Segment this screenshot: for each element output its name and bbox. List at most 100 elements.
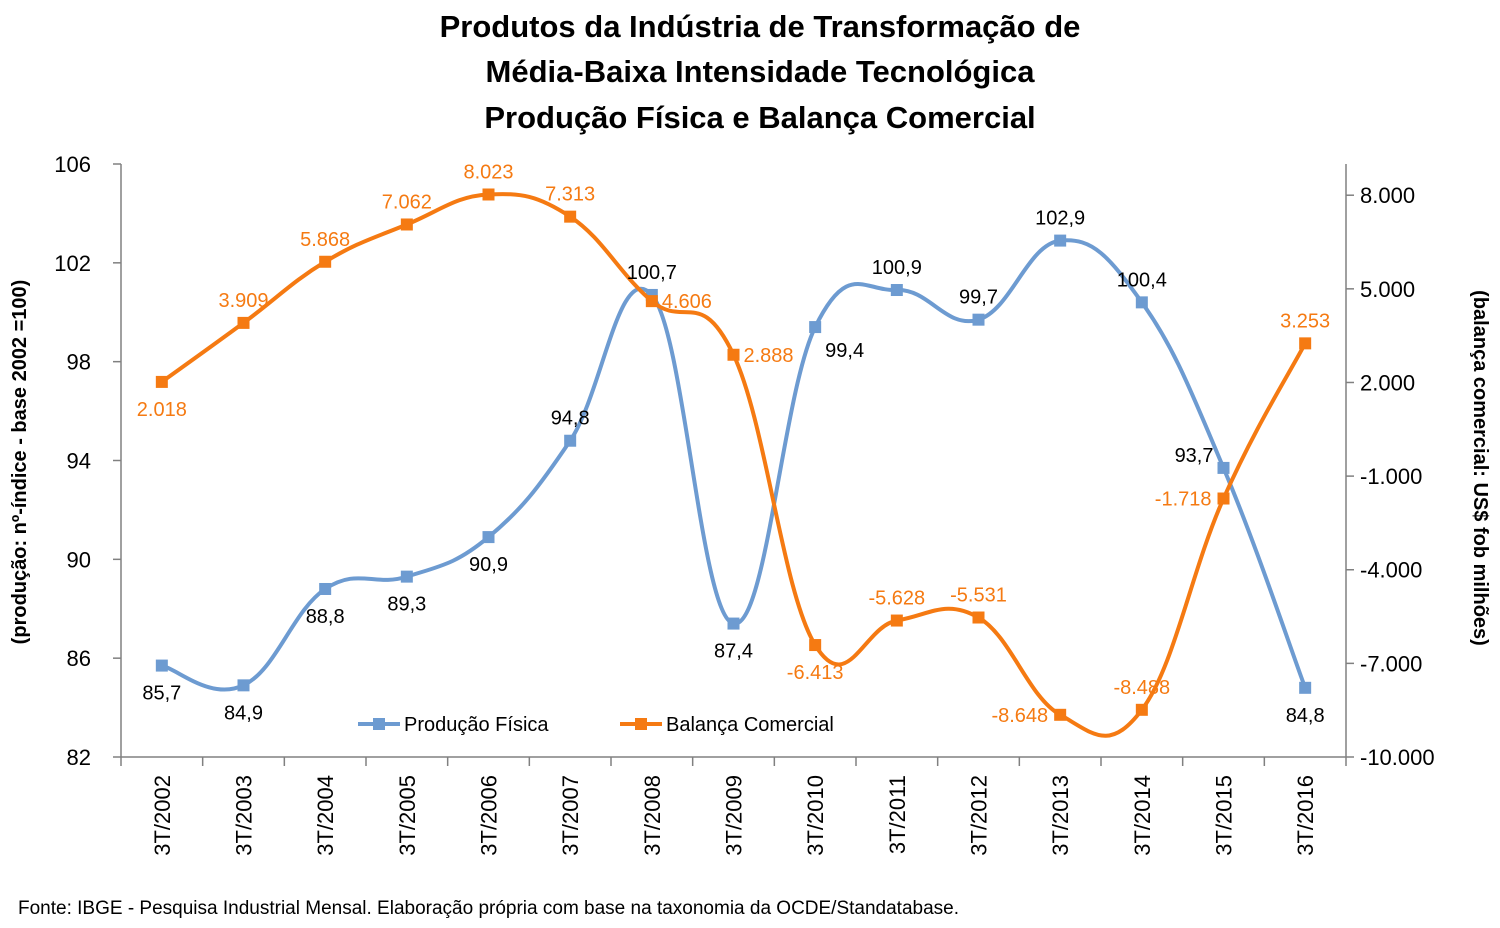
- data-label-balanca: -5.628: [868, 588, 925, 610]
- y-left-tick-label: 98: [67, 350, 91, 375]
- chart-title-line-1: Produtos da Indústria de Transformação d…: [440, 9, 1081, 44]
- marker-producao: [890, 284, 903, 297]
- data-label-balanca: -8.488: [1113, 677, 1170, 699]
- legend-label-producao: Produção Física: [404, 714, 549, 736]
- x-tick-label: 3T/2004: [313, 775, 338, 856]
- data-label-producao: 90,9: [469, 554, 508, 576]
- axes: 82 86 90 94 98 102 106 -10.000 -7.000 -4.000 -1.00…: [54, 152, 1434, 856]
- marker-balanca: [1217, 492, 1230, 505]
- data-label-producao: 88,8: [306, 606, 345, 628]
- marker-balanca: [809, 639, 822, 652]
- marker-balanca: [727, 348, 740, 361]
- marker-balanca: [1135, 703, 1148, 716]
- y-right-tick-label: 2.000: [1360, 370, 1415, 395]
- y-right-tick-label: 5.000: [1360, 277, 1415, 302]
- x-tick-label: 3T/2014: [1130, 775, 1155, 856]
- data-label-balanca: 2.888: [744, 345, 794, 367]
- data-label-producao: 99,4: [825, 340, 864, 362]
- marker-balanca: [1054, 708, 1067, 721]
- x-tick-label: 3T/2008: [640, 775, 665, 856]
- x-tick-label: 3T/2010: [803, 775, 828, 856]
- data-label-producao: 100,9: [872, 257, 922, 279]
- data-label-balanca: 4.606: [662, 291, 712, 313]
- x-tick-label: 3T/2003: [232, 775, 257, 856]
- y-left-tick-label: 94: [67, 449, 91, 474]
- x-tick-label: 3T/2009: [722, 775, 747, 856]
- marker-balanca: [564, 210, 577, 223]
- marker-balanca: [972, 611, 985, 624]
- data-label-producao: 89,3: [387, 594, 426, 616]
- x-tick-label: 3T/2015: [1212, 775, 1237, 856]
- data-label-balanca: 3.909: [218, 290, 268, 312]
- marker-balanca: [645, 295, 658, 308]
- x-tick-label: 3T/2007: [558, 775, 583, 856]
- data-label-producao: 102,9: [1035, 208, 1085, 230]
- marker-balanca: [237, 316, 250, 329]
- legend-label-balanca: Balança Comercial: [666, 714, 834, 736]
- marker-producao: [1054, 234, 1067, 247]
- marker-balanca: [482, 188, 495, 201]
- data-label-balanca: 5.868: [300, 229, 350, 251]
- data-label-producao: 99,7: [959, 287, 998, 309]
- data-labels-layer: 85,7 84,9 88,8 89,3 90,9 94,8 100,7 87,4 99,4 100…: [137, 161, 1330, 726]
- data-label-producao: 87,4: [714, 641, 753, 663]
- data-label-balanca: -1.718: [1155, 489, 1212, 511]
- series-layer: [155, 188, 1312, 738]
- marker-balanca: [319, 255, 332, 268]
- y-right-tick-label: 8.000: [1360, 183, 1415, 208]
- x-tick-label: 3T/2013: [1048, 775, 1073, 856]
- data-label-balanca: 8.023: [463, 161, 513, 183]
- marker-producao: [1135, 296, 1148, 309]
- data-label-producao: 93,7: [1175, 445, 1214, 467]
- y-axis-left-title: (produção: nº-índice - base 2002 =100): [9, 280, 31, 645]
- y-left-tick-label: 102: [54, 251, 91, 276]
- y-right-tick-label: -7.000: [1360, 651, 1422, 676]
- marker-producao: [1299, 681, 1312, 694]
- data-label-producao: 100,7: [627, 262, 677, 284]
- data-label-balanca: -5.531: [950, 585, 1007, 607]
- y-left-tick-label: 82: [67, 745, 91, 770]
- data-label-producao: 84,9: [224, 702, 263, 724]
- chart-title-line-2: Média-Baixa Intensidade Tecnológica: [486, 54, 1036, 89]
- marker-producao: [155, 659, 168, 672]
- data-label-balanca: 2.018: [137, 399, 187, 421]
- y-right-tick-label: -10.000: [1360, 745, 1435, 770]
- x-tick-label: 3T/2005: [395, 775, 420, 856]
- y-right-tick-label: -4.000: [1360, 558, 1422, 583]
- y-left-tick-label: 90: [67, 547, 91, 572]
- legend-marker-balanca: [635, 718, 647, 730]
- marker-balanca: [890, 614, 903, 627]
- marker-producao: [237, 679, 250, 692]
- marker-producao: [482, 531, 495, 544]
- data-label-balanca: -6.413: [787, 662, 844, 684]
- data-label-balanca: 3.253: [1280, 310, 1330, 332]
- x-tick-label: 3T/2011: [885, 775, 910, 854]
- marker-producao: [809, 321, 822, 334]
- x-tick-label: 3T/2006: [477, 775, 502, 856]
- data-label-producao: 85,7: [142, 683, 181, 705]
- x-tick-label: 3T/2012: [967, 775, 992, 856]
- chart-title: Produtos da Indústria de Transformação d…: [440, 9, 1081, 135]
- data-label-balanca: 7.062: [382, 191, 432, 213]
- y-left-tick-label: 106: [54, 152, 91, 177]
- x-tick-label: 3T/2002: [150, 775, 175, 856]
- legend-marker-producao: [373, 718, 385, 730]
- marker-balanca: [155, 375, 168, 388]
- x-tick-label: 3T/2016: [1293, 775, 1318, 856]
- data-label-balanca: -8.648: [991, 705, 1048, 727]
- marker-producao: [727, 617, 740, 630]
- marker-producao: [319, 582, 332, 595]
- marker-balanca: [1299, 337, 1312, 350]
- marker-producao: [1217, 461, 1230, 474]
- y-axis-right-title: (balança comercial: US$ fob milhões): [1469, 290, 1491, 646]
- data-label-producao: 94,8: [551, 408, 590, 430]
- chart-title-line-3: Produção Física e Balança Comercial: [484, 100, 1035, 135]
- y-right-tick-label: -1.000: [1360, 464, 1422, 489]
- data-label-producao: 100,4: [1117, 269, 1167, 291]
- y-left-tick-label: 86: [67, 646, 91, 671]
- marker-balanca: [400, 218, 413, 231]
- data-label-balanca: 7.313: [545, 184, 595, 206]
- marker-producao: [972, 313, 985, 326]
